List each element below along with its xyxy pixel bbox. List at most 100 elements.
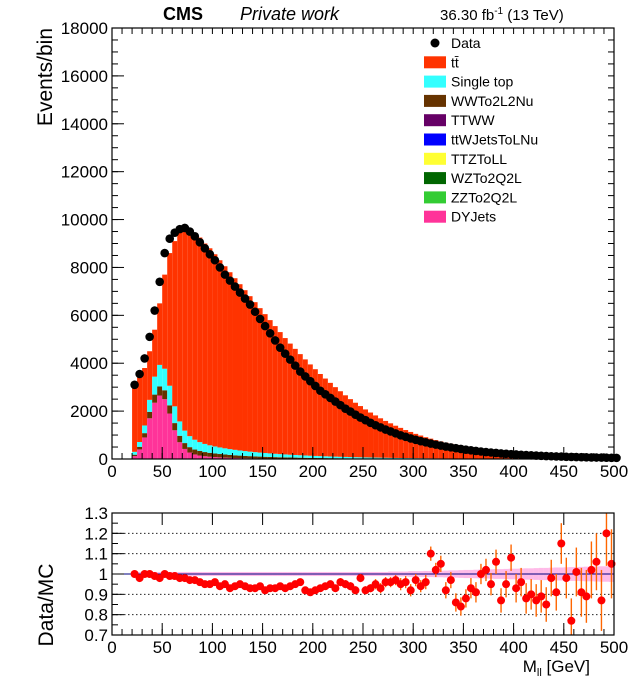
ratio-point — [406, 586, 415, 595]
data-point — [155, 277, 164, 287]
ratio-y-tick-label: 0.8 — [84, 606, 108, 625]
experiment-label: CMS — [163, 4, 203, 24]
x-axis-ticks: 0 50 100 150 200 250 300 350 400 450 500 — [107, 28, 628, 481]
data-points — [130, 223, 621, 463]
bar-ttbar — [312, 369, 318, 456]
bar-dyjets — [142, 437, 148, 459]
ratio-x-tick-label: 400 — [499, 638, 527, 657]
bar-ttbar — [368, 412, 374, 458]
bar-wwto2l2nu — [277, 457, 283, 459]
y-tick-label: 14000 — [61, 115, 108, 134]
bar-wwto2l2nu — [247, 456, 253, 459]
ratio-point — [557, 539, 566, 548]
bar-ttbar — [287, 343, 293, 455]
bar-single-top — [202, 443, 208, 453]
bar-wwto2l2nu — [237, 455, 243, 459]
data-point — [140, 354, 149, 363]
bar-single-top — [363, 457, 369, 459]
bar-dyjets — [167, 413, 173, 459]
bar-ttbar — [242, 290, 248, 452]
ratio-x-tick-label: 350 — [449, 638, 477, 657]
ratio-x-tick-label: 300 — [399, 638, 427, 657]
ratio-x-axis-ticks: 0 50 100 150 200 250 300 350 400 450 500 — [107, 513, 628, 657]
x-tick-label: 200 — [299, 462, 327, 481]
data-point — [190, 232, 200, 241]
ratio-point — [481, 565, 490, 574]
bar-ttbar — [373, 415, 379, 458]
bar-ttbar — [423, 437, 429, 459]
lumi-exponent: -1 — [494, 6, 503, 17]
bar-single-top — [167, 385, 173, 406]
lumi-label: 36.30 fb-1 (13 TeV) — [440, 6, 564, 24]
lumi-energy: (13 TeV) — [503, 7, 564, 24]
bar-single-top — [267, 453, 273, 457]
data-point — [275, 343, 285, 352]
ratio-point — [517, 578, 526, 587]
ratio-point — [356, 574, 365, 583]
ratio-y-tick-label: 0.9 — [84, 585, 108, 604]
bar-ttbar — [413, 433, 419, 459]
ratio-point — [597, 596, 606, 605]
bar-ttbar — [357, 406, 363, 458]
ratio-point — [351, 586, 360, 595]
ratio-y-axis-ticks: 0.70.8 0.911.1 1.21.3 — [84, 504, 124, 645]
ratio-point — [537, 592, 546, 601]
data-point — [260, 321, 270, 331]
bar-ttbar — [147, 351, 153, 400]
y-tick-label: 2000 — [70, 402, 108, 421]
bar-single-top — [212, 446, 218, 454]
y-tick-label: 0 — [99, 450, 108, 469]
bar-ttbar — [272, 326, 278, 454]
bar-wwto2l2nu — [187, 447, 193, 453]
bar-single-top — [383, 457, 389, 459]
ratio-x-tick-label: 0 — [107, 638, 116, 657]
bar-wwto2l2nu — [222, 454, 228, 458]
bar-single-top — [403, 458, 409, 459]
bar-single-top — [192, 439, 198, 450]
legend-label: ttWJetsToLNu — [451, 132, 538, 148]
bar-ttbar — [383, 420, 389, 458]
bar-ttbar — [393, 425, 399, 458]
bar-single-top — [398, 457, 404, 459]
legend-label: DYJets — [451, 209, 496, 225]
bar-ttbar — [433, 440, 439, 459]
x-tick-label: 300 — [399, 462, 427, 481]
bar-ttbar — [207, 248, 213, 446]
data-point — [135, 369, 144, 379]
bar-dyjets — [152, 402, 158, 459]
bar-wwto2l2nu — [297, 457, 303, 459]
bar-ttbar — [307, 364, 313, 456]
ratio-x-tick-label: 500 — [600, 638, 628, 657]
main-histogram-panel: 0200040006000800010000120001400016000180… — [34, 19, 628, 481]
ratio-point — [602, 529, 611, 538]
bar-dyjets — [157, 395, 163, 459]
x-tick-label: 250 — [349, 462, 377, 481]
bar-single-top — [393, 457, 399, 459]
x-tick-label: 400 — [499, 462, 527, 481]
ratio-y-tick-label: 1 — [99, 565, 108, 584]
bar-dyjets — [202, 456, 208, 459]
bar-dyjets — [182, 448, 188, 459]
ratio-point — [441, 586, 450, 595]
ratio-x-tick-label: 100 — [198, 638, 226, 657]
legend-swatch — [424, 152, 446, 165]
data-point — [245, 300, 255, 309]
legend-label: tt̄ — [451, 54, 459, 70]
bar-single-top — [378, 457, 384, 459]
bar-dyjets — [187, 452, 193, 459]
data-point — [280, 349, 290, 358]
legend-label: TTZToLL — [451, 151, 507, 167]
bar-single-top — [277, 454, 283, 458]
bar-dyjets — [222, 457, 228, 459]
lumi-value: 36.30 fb — [440, 7, 494, 24]
bar-ttbar — [322, 378, 328, 457]
y-axis-ticks: 0 2000 4000 6000 8000 10000 12000 14000 16000 180… — [61, 19, 614, 469]
bar-wwto2l2nu — [312, 457, 318, 459]
ratio-point — [331, 584, 340, 593]
data-point — [250, 307, 260, 317]
bar-wwto2l2nu — [257, 456, 263, 459]
ratio-point — [507, 553, 516, 562]
bar-dyjets — [132, 456, 138, 459]
bar-ttbar — [262, 314, 268, 454]
ratio-point — [296, 578, 305, 587]
